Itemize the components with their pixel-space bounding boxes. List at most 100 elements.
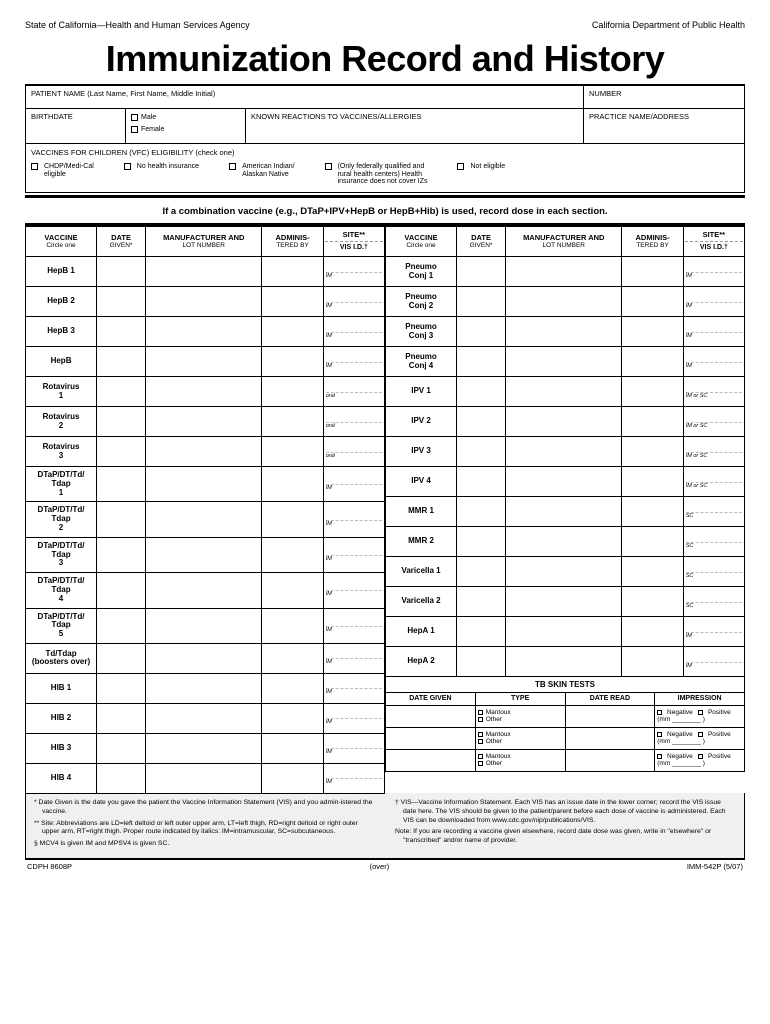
date-given-cell[interactable] <box>457 617 506 647</box>
admin-cell[interactable] <box>262 643 323 673</box>
admin-cell[interactable] <box>262 733 323 763</box>
admin-cell[interactable] <box>262 347 323 377</box>
admin-cell[interactable] <box>262 437 323 467</box>
mfr-cell[interactable] <box>146 502 262 537</box>
admin-cell[interactable] <box>622 287 683 317</box>
date-given-cell[interactable] <box>457 527 506 557</box>
mfr-cell[interactable] <box>146 573 262 608</box>
date-given-cell[interactable] <box>457 437 506 467</box>
vfc-option[interactable]: (Only federally qualified andrural healt… <box>325 163 428 186</box>
site-vis-cell[interactable]: oral <box>323 377 384 407</box>
birthdate-field[interactable]: BIRTHDATE <box>26 109 126 143</box>
mfr-cell[interactable] <box>506 317 622 347</box>
admin-cell[interactable] <box>622 527 683 557</box>
reactions-field[interactable]: KNOWN REACTIONS TO VACCINES/ALLERGIES <box>246 109 584 143</box>
vfc-option[interactable]: CHDP/Medi-Caleligible <box>31 163 94 186</box>
site-vis-cell[interactable]: IM <box>323 703 384 733</box>
admin-cell[interactable] <box>262 257 323 287</box>
mfr-cell[interactable] <box>146 407 262 437</box>
patient-name-field[interactable]: PATIENT NAME (Last Name, First Name, Mid… <box>26 86 584 108</box>
mfr-cell[interactable] <box>506 377 622 407</box>
date-given-cell[interactable] <box>97 502 146 537</box>
mfr-cell[interactable] <box>506 497 622 527</box>
site-vis-cell[interactable]: IM <box>683 647 744 677</box>
site-vis-cell[interactable]: IM <box>323 347 384 377</box>
date-given-cell[interactable] <box>457 647 506 677</box>
mfr-cell[interactable] <box>506 587 622 617</box>
site-vis-cell[interactable]: IM or SC <box>683 407 744 437</box>
site-vis-cell[interactable]: IM <box>683 617 744 647</box>
date-given-cell[interactable] <box>457 587 506 617</box>
date-given-cell[interactable] <box>97 377 146 407</box>
mfr-cell[interactable] <box>146 257 262 287</box>
site-vis-cell[interactable]: IM <box>323 733 384 763</box>
date-given-cell[interactable] <box>97 257 146 287</box>
site-vis-cell[interactable]: IM or SC <box>683 467 744 497</box>
mfr-cell[interactable] <box>506 437 622 467</box>
admin-cell[interactable] <box>622 557 683 587</box>
mfr-cell[interactable] <box>146 287 262 317</box>
site-vis-cell[interactable]: IM <box>323 643 384 673</box>
mfr-cell[interactable] <box>506 557 622 587</box>
site-vis-cell[interactable]: IM <box>683 347 744 377</box>
tb-date-given[interactable] <box>386 705 476 727</box>
date-given-cell[interactable] <box>97 317 146 347</box>
mfr-cell[interactable] <box>506 527 622 557</box>
site-vis-cell[interactable]: SC <box>683 587 744 617</box>
mfr-cell[interactable] <box>146 763 262 793</box>
admin-cell[interactable] <box>622 347 683 377</box>
date-given-cell[interactable] <box>457 557 506 587</box>
admin-cell[interactable] <box>622 617 683 647</box>
site-vis-cell[interactable]: oral <box>323 407 384 437</box>
site-vis-cell[interactable]: IM <box>323 608 384 643</box>
admin-cell[interactable] <box>262 317 323 347</box>
date-given-cell[interactable] <box>457 497 506 527</box>
admin-cell[interactable] <box>622 587 683 617</box>
site-vis-cell[interactable]: IM <box>683 287 744 317</box>
date-given-cell[interactable] <box>457 407 506 437</box>
mfr-cell[interactable] <box>146 377 262 407</box>
site-vis-cell[interactable]: IM or SC <box>683 377 744 407</box>
date-given-cell[interactable] <box>457 317 506 347</box>
date-given-cell[interactable] <box>97 437 146 467</box>
vfc-option[interactable]: Not eligible <box>457 163 505 186</box>
admin-cell[interactable] <box>622 437 683 467</box>
admin-cell[interactable] <box>262 573 323 608</box>
mfr-cell[interactable] <box>146 437 262 467</box>
site-vis-cell[interactable]: IM <box>323 573 384 608</box>
site-vis-cell[interactable]: IM <box>683 317 744 347</box>
site-vis-cell[interactable]: IM <box>323 537 384 572</box>
date-given-cell[interactable] <box>457 287 506 317</box>
admin-cell[interactable] <box>262 608 323 643</box>
mfr-cell[interactable] <box>506 257 622 287</box>
site-vis-cell[interactable]: IM or SC <box>683 437 744 467</box>
mfr-cell[interactable] <box>506 467 622 497</box>
admin-cell[interactable] <box>262 763 323 793</box>
admin-cell[interactable] <box>262 703 323 733</box>
mfr-cell[interactable] <box>506 407 622 437</box>
date-given-cell[interactable] <box>457 377 506 407</box>
date-given-cell[interactable] <box>457 257 506 287</box>
tb-date-given[interactable] <box>386 727 476 749</box>
admin-cell[interactable] <box>622 497 683 527</box>
tb-impression[interactable]: Negative Positive (mm ________ ) <box>655 749 745 771</box>
tb-type[interactable]: MantouxOther <box>475 749 565 771</box>
mfr-cell[interactable] <box>146 673 262 703</box>
mfr-cell[interactable] <box>146 467 262 502</box>
site-vis-cell[interactable]: IM <box>323 502 384 537</box>
tb-type[interactable]: MantouxOther <box>475 705 565 727</box>
tb-impression[interactable]: Negative Positive (mm ________ ) <box>655 705 745 727</box>
tb-date-read[interactable] <box>565 749 655 771</box>
site-vis-cell[interactable]: IM <box>323 317 384 347</box>
tb-impression[interactable]: Negative Positive (mm ________ ) <box>655 727 745 749</box>
mfr-cell[interactable] <box>146 643 262 673</box>
admin-cell[interactable] <box>262 467 323 502</box>
vfc-option[interactable]: No health insurance <box>124 163 199 186</box>
admin-cell[interactable] <box>262 407 323 437</box>
date-given-cell[interactable] <box>97 467 146 502</box>
date-given-cell[interactable] <box>97 537 146 572</box>
admin-cell[interactable] <box>262 502 323 537</box>
site-vis-cell[interactable]: SC <box>683 557 744 587</box>
site-vis-cell[interactable]: IM <box>323 467 384 502</box>
mfr-cell[interactable] <box>146 733 262 763</box>
